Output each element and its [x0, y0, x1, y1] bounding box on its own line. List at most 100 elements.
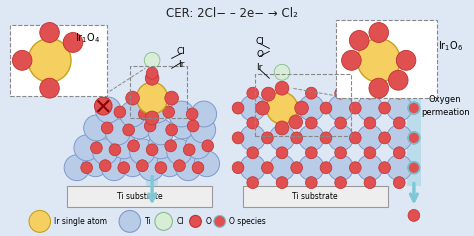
Circle shape: [175, 155, 201, 181]
Circle shape: [81, 162, 92, 174]
FancyBboxPatch shape: [146, 98, 158, 185]
FancyBboxPatch shape: [67, 185, 212, 207]
Circle shape: [165, 91, 179, 105]
Circle shape: [146, 67, 158, 79]
Circle shape: [240, 95, 265, 121]
Circle shape: [408, 102, 420, 114]
Circle shape: [247, 87, 259, 99]
Text: Ir single atom: Ir single atom: [55, 217, 108, 226]
Circle shape: [349, 132, 361, 144]
Circle shape: [144, 120, 156, 132]
Circle shape: [408, 162, 420, 174]
Circle shape: [91, 142, 102, 154]
Circle shape: [114, 106, 126, 118]
Circle shape: [275, 121, 289, 135]
Circle shape: [12, 51, 32, 70]
Text: CER: 2Cl− – 2e− → Cl₂: CER: 2Cl− – 2e− → Cl₂: [166, 7, 298, 20]
Circle shape: [155, 212, 173, 230]
Circle shape: [320, 132, 332, 144]
Circle shape: [128, 140, 139, 152]
Text: Cl: Cl: [255, 37, 264, 46]
Circle shape: [240, 125, 265, 151]
Circle shape: [387, 155, 412, 181]
Circle shape: [137, 82, 168, 114]
Circle shape: [305, 117, 317, 129]
Circle shape: [328, 155, 353, 181]
Circle shape: [109, 144, 121, 156]
Circle shape: [291, 132, 302, 144]
Circle shape: [145, 71, 159, 85]
Circle shape: [291, 102, 302, 114]
Circle shape: [328, 125, 353, 151]
Text: O: O: [256, 50, 263, 59]
Circle shape: [187, 120, 199, 132]
Circle shape: [186, 108, 198, 120]
Circle shape: [328, 95, 353, 121]
Circle shape: [379, 162, 391, 174]
Circle shape: [357, 155, 383, 181]
Circle shape: [137, 160, 148, 172]
Circle shape: [129, 139, 155, 165]
Circle shape: [305, 177, 317, 189]
Circle shape: [262, 162, 273, 174]
Circle shape: [29, 211, 51, 232]
Circle shape: [408, 102, 420, 114]
Circle shape: [63, 33, 83, 52]
Circle shape: [157, 151, 182, 177]
Circle shape: [269, 155, 295, 181]
Circle shape: [357, 95, 383, 121]
Circle shape: [269, 125, 295, 151]
Circle shape: [119, 211, 141, 232]
Circle shape: [190, 117, 216, 143]
Circle shape: [64, 155, 90, 181]
Circle shape: [123, 124, 135, 136]
Circle shape: [240, 155, 265, 181]
Circle shape: [393, 147, 405, 159]
Circle shape: [266, 92, 298, 124]
Text: Ti: Ti: [145, 217, 151, 226]
Circle shape: [74, 135, 100, 161]
Circle shape: [100, 160, 111, 172]
Text: $\mathregular{Ir_1O_4}$: $\mathregular{Ir_1O_4}$: [75, 32, 100, 45]
FancyBboxPatch shape: [407, 88, 421, 185]
Circle shape: [349, 162, 361, 174]
Circle shape: [144, 52, 160, 68]
Circle shape: [202, 140, 214, 152]
Circle shape: [170, 113, 195, 139]
Circle shape: [120, 151, 145, 177]
Circle shape: [389, 70, 408, 90]
Circle shape: [408, 162, 420, 174]
Text: Ti substrate: Ti substrate: [117, 192, 162, 201]
Circle shape: [276, 117, 288, 129]
Circle shape: [299, 155, 324, 181]
Circle shape: [101, 155, 127, 181]
Circle shape: [408, 72, 420, 84]
Circle shape: [349, 102, 361, 114]
Circle shape: [192, 162, 204, 174]
Circle shape: [138, 108, 150, 120]
Circle shape: [155, 162, 167, 174]
Circle shape: [148, 119, 173, 145]
Circle shape: [190, 215, 201, 227]
Circle shape: [94, 97, 112, 115]
Circle shape: [166, 124, 177, 136]
Text: Cl: Cl: [176, 217, 184, 226]
Circle shape: [144, 97, 170, 123]
Circle shape: [262, 132, 273, 144]
Circle shape: [364, 147, 376, 159]
Circle shape: [40, 23, 59, 42]
Circle shape: [173, 160, 185, 172]
Circle shape: [379, 132, 391, 144]
Circle shape: [305, 87, 317, 99]
Circle shape: [369, 23, 389, 42]
Circle shape: [276, 147, 288, 159]
Circle shape: [364, 87, 376, 99]
Circle shape: [299, 95, 324, 121]
Circle shape: [214, 215, 226, 227]
Circle shape: [305, 147, 317, 159]
Circle shape: [369, 78, 389, 98]
Circle shape: [247, 147, 259, 159]
Text: Ir: Ir: [178, 60, 184, 69]
Circle shape: [364, 117, 376, 129]
Circle shape: [232, 132, 244, 144]
